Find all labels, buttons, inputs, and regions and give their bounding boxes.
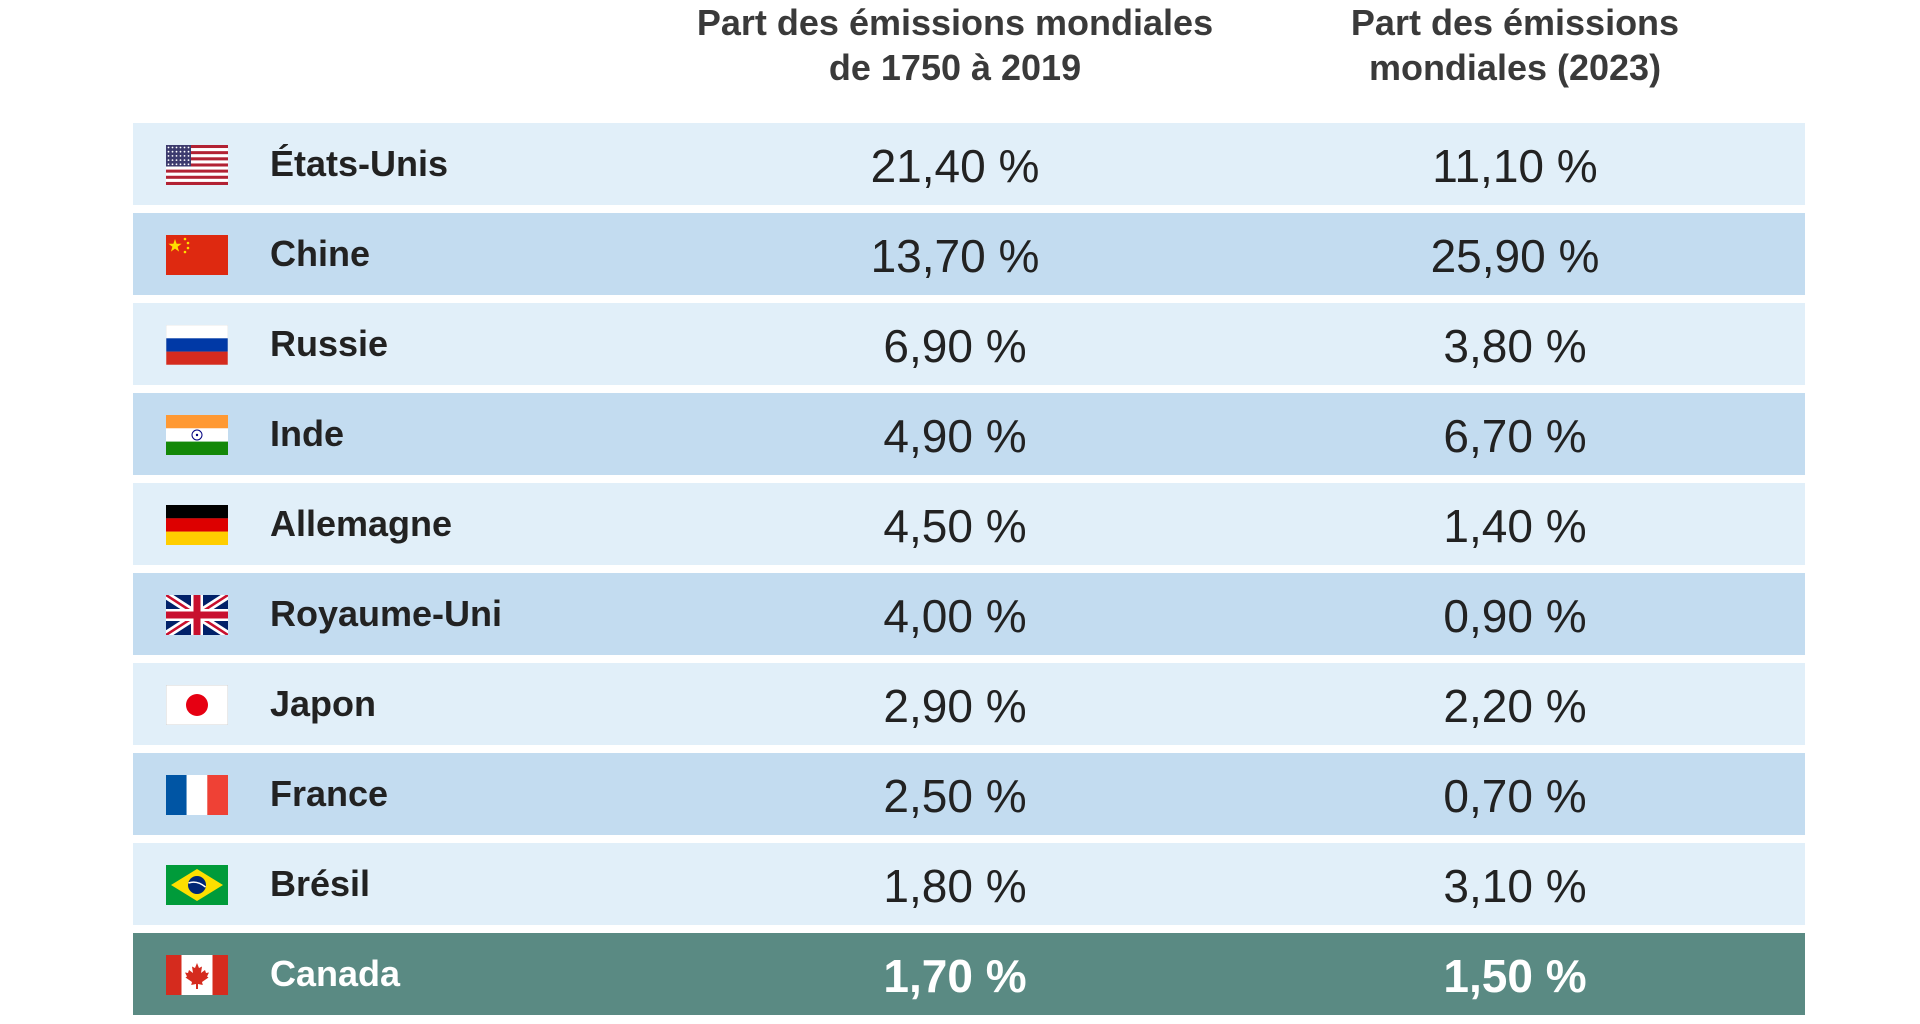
country-label: Canada — [270, 953, 401, 994]
country-label: Inde — [270, 413, 345, 454]
column-header-2023: Part des émissions mondiales (2023) — [1250, 0, 1780, 90]
value-historical: 1,70 % — [883, 950, 1027, 1002]
column-header-2023-line2: mondiales (2023) — [1368, 47, 1662, 88]
value-historical: 4,00 % — [883, 590, 1027, 642]
ca-flag-icon — [166, 955, 228, 995]
ru-flag-icon — [166, 325, 228, 365]
value-2023: 3,10 % — [1443, 860, 1587, 912]
table-row: Brésil 1,80 % 3,10 % — [133, 843, 1805, 925]
value-historical: 4,90 % — [883, 410, 1027, 462]
value-2023: 0,70 % — [1443, 770, 1587, 822]
value-2023: 6,70 % — [1443, 410, 1587, 462]
gb-flag-icon — [166, 595, 228, 635]
value-2023: 2,20 % — [1443, 680, 1587, 732]
value-2023: 3,80 % — [1443, 320, 1587, 372]
value-2023: 25,90 % — [1430, 230, 1600, 282]
table-row: Royaume-Uni 4,00 % 0,90 % — [133, 573, 1805, 655]
value-2023: 0,90 % — [1443, 590, 1587, 642]
table-row: Russie 6,90 % 3,80 % — [133, 303, 1805, 385]
value-historical: 6,90 % — [883, 320, 1027, 372]
value-historical: 21,40 % — [870, 140, 1040, 192]
country-label: États-Unis — [270, 143, 449, 184]
value-historical: 1,80 % — [883, 860, 1027, 912]
value-historical: 4,50 % — [883, 500, 1027, 552]
emissions-table: États-Unis 21,40 % 11,10 % Chine 13,70 % 25,9… — [133, 123, 1805, 1023]
table-row: États-Unis 21,40 % 11,10 % — [133, 123, 1805, 205]
value-historical: 13,70 % — [870, 230, 1040, 282]
column-header-historical-line2: de 1750 à 2019 — [828, 47, 1082, 88]
value-2023: 1,40 % — [1443, 500, 1587, 552]
cn-flag-icon — [166, 235, 228, 275]
column-header-2023-line1: Part des émissions — [1350, 2, 1680, 43]
in-flag-icon — [166, 415, 228, 455]
value-historical: 2,90 % — [883, 680, 1027, 732]
country-label: Brésil — [270, 863, 371, 904]
us-flag-icon — [166, 145, 228, 185]
table-row: France 2,50 % 0,70 % — [133, 753, 1805, 835]
table-row: Inde 4,90 % 6,70 % — [133, 393, 1805, 475]
value-historical: 2,50 % — [883, 770, 1027, 822]
table-row: Chine 13,70 % 25,90 % — [133, 213, 1805, 295]
br-flag-icon — [166, 865, 228, 905]
jp-flag-icon — [166, 685, 228, 725]
country-label: Russie — [270, 323, 389, 364]
value-2023: 1,50 % — [1443, 950, 1587, 1002]
table-row: Canada 1,70 % 1,50 % — [133, 933, 1805, 1015]
country-label: Allemagne — [270, 503, 453, 544]
value-2023: 11,10 % — [1432, 140, 1598, 192]
column-header-historical: Part des émissions mondiales de 1750 à 2… — [660, 0, 1250, 90]
country-label: Chine — [270, 233, 371, 274]
table-row: Japon 2,90 % 2,20 % — [133, 663, 1805, 745]
country-label: Royaume-Uni — [270, 593, 503, 634]
table-row: Allemagne 4,50 % 1,40 % — [133, 483, 1805, 565]
fr-flag-icon — [166, 775, 228, 815]
country-label: Japon — [270, 683, 377, 724]
de-flag-icon — [166, 505, 228, 545]
column-header-historical-line1: Part des émissions mondiales — [696, 2, 1214, 43]
country-label: France — [270, 773, 389, 814]
